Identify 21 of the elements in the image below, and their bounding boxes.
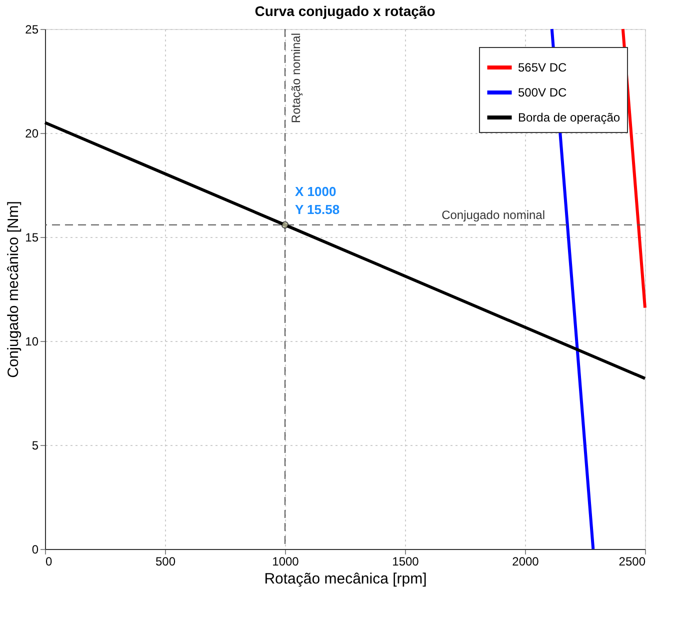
- y-tick-label: 5: [32, 438, 39, 452]
- legend-label: 565V DC: [518, 60, 568, 74]
- y-tick-label: 0: [32, 542, 39, 556]
- y-axis-title: Conjugado mecânico [Nm]: [5, 201, 22, 378]
- x-tick-label: 1000: [272, 554, 300, 568]
- y-tick-label: 25: [25, 22, 39, 36]
- x-tick-label: 2500: [618, 554, 646, 568]
- y-tick-label: 20: [25, 126, 39, 140]
- x-tick-label: 1500: [392, 554, 420, 568]
- annotation: X 1000 Y 15.58: [295, 184, 340, 217]
- x-axis-title: Rotação mecânica [rpm]: [264, 570, 427, 588]
- legend-label: 500V DC: [518, 86, 568, 100]
- chart-title: Curva conjugado x rotação: [254, 3, 436, 19]
- x-tick-label: 2000: [512, 554, 540, 568]
- x-tick-label: 0: [46, 554, 52, 568]
- ref-line-label: Conjugado nominal: [442, 208, 545, 222]
- y-tick-label: 10: [25, 334, 39, 348]
- ref-line-label: Rotação nominal: [289, 33, 303, 124]
- y-tick-label: 15: [25, 230, 39, 244]
- legend-label: Borda de operação: [518, 110, 620, 124]
- x-tick-label: 500: [155, 554, 176, 568]
